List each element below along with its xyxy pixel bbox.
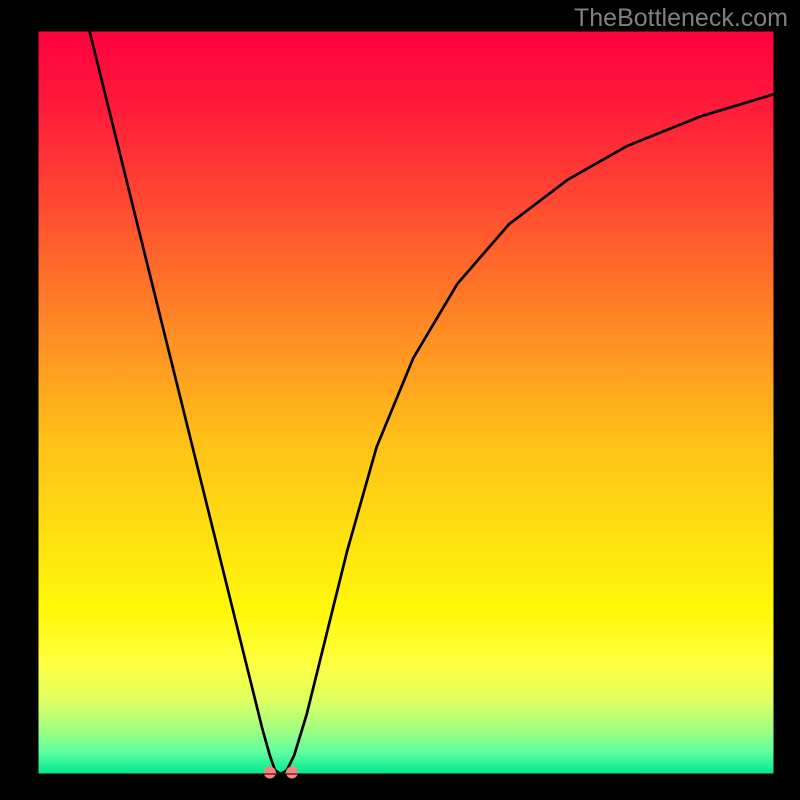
optimum-marker-1 (286, 767, 297, 778)
optimum-marker-0 (264, 767, 275, 778)
watermark-text: TheBottleneck.com (574, 4, 788, 33)
plot-background (38, 31, 774, 774)
chart-svg (0, 0, 800, 800)
chart-container: TheBottleneck.com (0, 0, 800, 800)
